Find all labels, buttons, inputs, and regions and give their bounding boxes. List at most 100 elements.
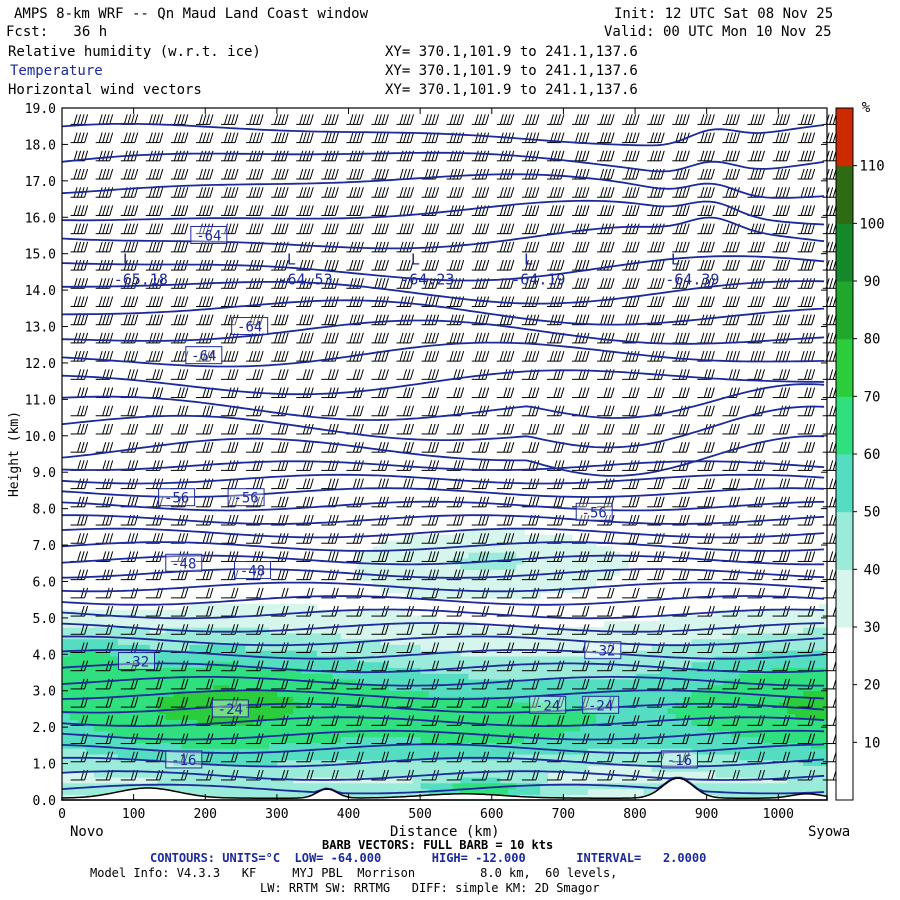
barb-feather [134, 369, 139, 380]
rh-cell [261, 776, 270, 784]
rh-cell [277, 696, 286, 703]
barb-feather [202, 533, 207, 544]
rh-cell [452, 655, 462, 663]
rh-cell [412, 557, 422, 565]
rh-cell [691, 650, 701, 657]
rh-cell [189, 684, 199, 692]
rh-cell [117, 748, 127, 755]
rh-cell [364, 678, 374, 686]
rh-cell [516, 638, 525, 645]
rh-cell [237, 667, 246, 674]
barb-feather [152, 168, 157, 180]
rh-cell [715, 782, 724, 790]
rh-cell [603, 730, 613, 738]
rh-cell [93, 730, 103, 738]
rh-cell [396, 621, 406, 628]
rh-cell [197, 719, 207, 726]
rh-cell [293, 615, 302, 622]
rh-cell [77, 725, 87, 732]
barb-feather [252, 187, 257, 198]
rh-cell [619, 765, 629, 772]
rh-cell [715, 713, 724, 720]
wind-barb [145, 387, 164, 399]
rh-cell [444, 742, 454, 749]
rh-cell [564, 730, 573, 738]
rh-cell [404, 730, 414, 738]
rh-cell [611, 632, 621, 640]
wind-barb [95, 168, 114, 180]
rh-cell [412, 534, 422, 542]
rh-cell [77, 759, 87, 766]
rh-cell [476, 684, 485, 692]
rh-cell [109, 788, 119, 795]
rh-cell [452, 661, 462, 668]
wind-barb [170, 278, 189, 289]
rh-cell [508, 580, 517, 588]
wind-barb [70, 132, 89, 144]
rh-cell [269, 673, 278, 680]
rh-cell [500, 684, 509, 692]
barb-feather [80, 369, 85, 380]
rh-cell [149, 753, 159, 761]
rh-cell [763, 719, 772, 726]
rh-cell [452, 742, 462, 749]
rh-cell [229, 736, 238, 743]
barb-feather [130, 114, 135, 125]
barb-feather [84, 496, 89, 507]
rh-cell [317, 707, 326, 715]
barb-feather [209, 187, 214, 198]
rh-cell [747, 661, 756, 668]
rh-cell [181, 684, 191, 692]
wind-barb [70, 332, 89, 344]
rh-cell [484, 546, 493, 553]
rh-cell [460, 557, 469, 565]
rh-cell [245, 730, 254, 738]
rh-cell [261, 730, 270, 738]
barb-feather [123, 114, 128, 125]
rh-cell [460, 788, 469, 795]
rh-cell [699, 661, 709, 668]
barb-feather [148, 132, 153, 143]
rh-cell [564, 782, 573, 790]
rh-cell [476, 702, 485, 709]
rh-cell [699, 632, 709, 640]
barb-feather [224, 296, 228, 307]
rh-cell [396, 650, 406, 657]
rh-cell [205, 788, 214, 795]
rh-cell [269, 713, 278, 720]
rh-cell [70, 690, 79, 697]
rh-cell [444, 569, 454, 576]
rh-cell [795, 736, 804, 743]
rh-cell [332, 667, 342, 674]
rh-cell [277, 794, 286, 801]
rh-cell [205, 690, 214, 697]
rh-cell [269, 725, 278, 732]
rh-cell [133, 702, 143, 709]
rh-cell [277, 609, 286, 617]
rh-cell [325, 615, 334, 622]
rh-cell [213, 690, 222, 697]
rh-cell [603, 678, 613, 686]
rh-cell [595, 748, 605, 755]
rh-cell [460, 759, 469, 766]
rh-cell [277, 632, 286, 640]
rh-cell [364, 765, 374, 772]
rh-cell [396, 575, 406, 582]
rh-cell [189, 667, 199, 674]
rh-cell [340, 707, 350, 715]
rh-cell [524, 563, 533, 570]
rh-cell [492, 730, 501, 738]
barb-feather [259, 350, 264, 362]
barb-feather [134, 114, 139, 125]
barb-feather [109, 114, 114, 125]
rh-cell [691, 621, 701, 628]
rh-cell [293, 753, 302, 761]
rh-cell [332, 684, 342, 692]
rh-cell [117, 730, 127, 738]
rh-cell [348, 736, 358, 743]
wind-barb [195, 332, 214, 344]
barb-feather [130, 223, 135, 234]
rh-cell [476, 580, 485, 588]
rh-cell [819, 638, 828, 645]
rh-cell [739, 661, 748, 668]
